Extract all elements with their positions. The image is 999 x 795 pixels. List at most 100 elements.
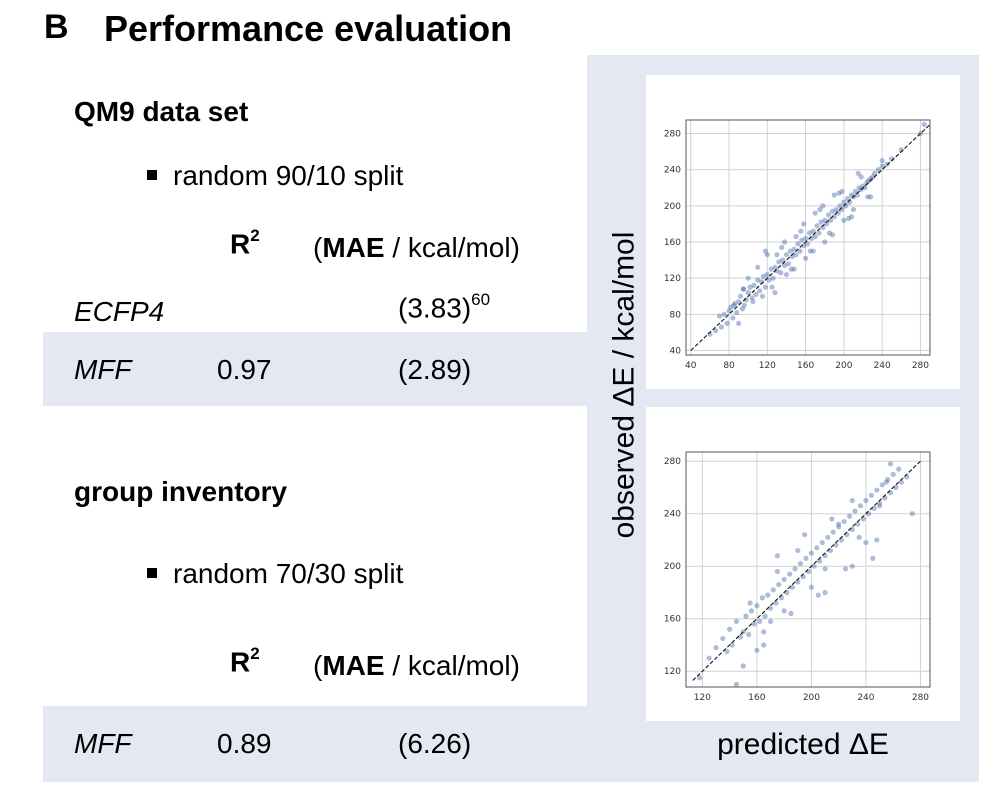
r2-label: R [230, 228, 251, 260]
data-point [780, 257, 786, 263]
reference-line [690, 124, 931, 351]
data-point [866, 511, 872, 517]
r2-mff-qm9: 0.97 [217, 354, 272, 385]
data-point [815, 592, 821, 598]
data-point [856, 185, 862, 191]
data-point [818, 219, 824, 225]
data-point [781, 239, 788, 245]
data-point [810, 228, 816, 234]
data-point [801, 532, 808, 538]
data-point [774, 553, 780, 559]
data-point [822, 217, 828, 223]
data-point [798, 228, 804, 234]
data-point [788, 266, 794, 272]
data-point [791, 266, 797, 272]
data-point [806, 568, 812, 575]
data-point [849, 563, 855, 569]
data-point [747, 284, 753, 290]
data-point [845, 196, 851, 202]
data-point [879, 158, 885, 164]
data-point [857, 503, 864, 509]
data-point [789, 584, 795, 590]
data-point [831, 192, 837, 198]
data-point [827, 547, 834, 554]
data-point [803, 235, 809, 242]
data-point [754, 647, 760, 653]
data-point [784, 589, 790, 596]
data-point [829, 232, 835, 238]
data-point [759, 595, 765, 601]
data-point [767, 605, 774, 611]
data-point [734, 309, 740, 316]
data-point [825, 212, 832, 218]
data-point [883, 479, 889, 485]
x-tick-label: 160 [797, 361, 814, 371]
data-point [783, 271, 790, 278]
data-point [747, 600, 753, 606]
data-point [800, 574, 806, 580]
data-point [812, 233, 818, 240]
data-point [808, 584, 815, 590]
y-tick-label: 240 [664, 166, 681, 176]
data-point [841, 518, 847, 525]
data-point [770, 275, 776, 281]
data-point [728, 304, 734, 310]
plot-card-qm9: 40 80 120 160 200 240 280 40 80 120 160 200 240 280 [646, 75, 960, 389]
data-point [814, 545, 820, 551]
data-point [781, 608, 787, 614]
data-point [868, 492, 874, 498]
data-point [820, 203, 826, 209]
data-point [804, 241, 811, 247]
data-point [774, 568, 780, 575]
data-point [751, 282, 757, 289]
scatter-plot-group: 120 160 200 240 280 120 160 200 240 280 [664, 451, 931, 703]
reference-line [692, 460, 921, 681]
data-point [740, 663, 746, 669]
data-point [876, 503, 883, 509]
data-point [726, 308, 732, 314]
data-point [755, 264, 761, 270]
data-point [768, 266, 774, 272]
data-point [730, 315, 736, 321]
data-point [716, 313, 723, 319]
y-tick-label: 240 [664, 510, 681, 520]
y-axis-label-wrap: observed ΔE / kcal/mol [592, 85, 656, 685]
plot-frame [685, 119, 931, 356]
bullet-square-icon [147, 169, 157, 180]
data-point [793, 233, 799, 240]
data-point [795, 579, 801, 585]
data-point [787, 248, 793, 254]
data-point [736, 320, 742, 326]
data-point [819, 539, 825, 546]
data-point [921, 121, 927, 128]
data-point [810, 248, 816, 254]
data-point [746, 631, 752, 638]
scatter-plot-qm9: 40 80 120 160 200 240 280 40 80 120 160 200 240 280 [664, 119, 931, 371]
data-point [791, 246, 797, 252]
data-point [733, 618, 740, 624]
data-point [868, 194, 874, 200]
data-point [788, 610, 794, 617]
plot-card-group: 120 160 200 240 280 120 160 200 240 280 [646, 407, 960, 721]
data-point [761, 629, 767, 635]
x-tick-label: 240 [874, 361, 891, 371]
mae-ecfp4-value: (3.83) [398, 292, 472, 324]
header-r2-group: R2 [230, 644, 260, 678]
y-tick-label: 40 [670, 346, 682, 356]
data-point [863, 497, 869, 504]
data-point [833, 542, 839, 548]
r2-sup: 2 [250, 644, 260, 663]
data-point [743, 613, 749, 619]
data-point [762, 248, 769, 254]
bullet-text: random 90/10 split [173, 160, 404, 191]
data-point [770, 587, 776, 593]
data-point [786, 571, 793, 577]
data-point [865, 194, 871, 200]
mae-mff-qm9: (2.89) [398, 354, 472, 385]
data-point [760, 273, 767, 279]
data-point [740, 286, 747, 292]
data-point [753, 291, 759, 298]
data-point [806, 230, 813, 236]
header-mae-group: (MAE / kcal/mol) [313, 650, 520, 682]
data-point [721, 311, 727, 317]
